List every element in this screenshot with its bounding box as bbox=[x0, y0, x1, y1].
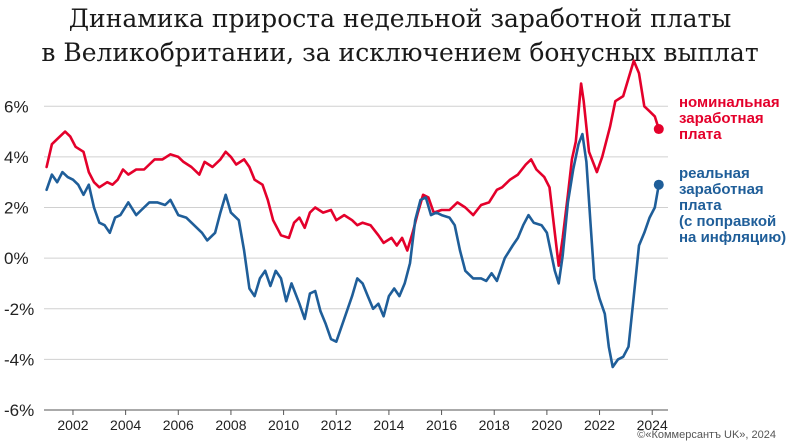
x-tick-label: 2006 bbox=[163, 417, 194, 433]
y-tick-label: -2% bbox=[4, 300, 34, 319]
y-tick-label: 2% bbox=[4, 199, 29, 218]
chart-title-line-1: Динамика прироста недельной заработной п… bbox=[68, 4, 732, 33]
series-end-marker-1 bbox=[653, 124, 664, 135]
y-tick-label: -6% bbox=[4, 401, 34, 420]
chart-title-line-2: в Великобритании, за исключением бонусны… bbox=[41, 38, 759, 67]
x-tick-label: 2024 bbox=[637, 417, 668, 433]
y-tick-label: 4% bbox=[4, 148, 29, 167]
y-tick-label: 6% bbox=[4, 97, 29, 116]
x-tick-label: 2018 bbox=[479, 417, 510, 433]
chart-title: Динамика прироста недельной заработной п… bbox=[0, 2, 800, 70]
axis-layer: 6% 4% 2% 0% -2% -4% -6% 2002 2004 2006 2008 2010 201… bbox=[4, 97, 668, 433]
x-tick-label: 2002 bbox=[57, 417, 88, 433]
series-line-2 bbox=[45, 132, 661, 369]
x-tick-label: 2010 bbox=[268, 417, 299, 433]
legend-real-wage: реальная заработная плата (с поправкой н… bbox=[679, 165, 787, 246]
legend-nominal-wage: номинальная заработная плата bbox=[679, 94, 780, 143]
x-tick-label: 2014 bbox=[373, 417, 404, 433]
series-end-marker-2 bbox=[653, 179, 664, 190]
y-tick-label: 0% bbox=[4, 249, 29, 268]
series-line-1 bbox=[45, 59, 661, 267]
x-tick-label: 2004 bbox=[110, 417, 141, 433]
x-tick-label: 2008 bbox=[215, 417, 246, 433]
y-tick-label: -4% bbox=[4, 350, 34, 369]
x-tick-label: 2022 bbox=[584, 417, 615, 433]
x-tick-label: 2020 bbox=[531, 417, 562, 433]
x-tick-label: 2012 bbox=[321, 417, 352, 433]
series-layer bbox=[45, 59, 664, 369]
credit-text: ©«Коммерсантъ UK», 2024 bbox=[637, 429, 776, 441]
x-tick-label: 2016 bbox=[426, 417, 457, 433]
